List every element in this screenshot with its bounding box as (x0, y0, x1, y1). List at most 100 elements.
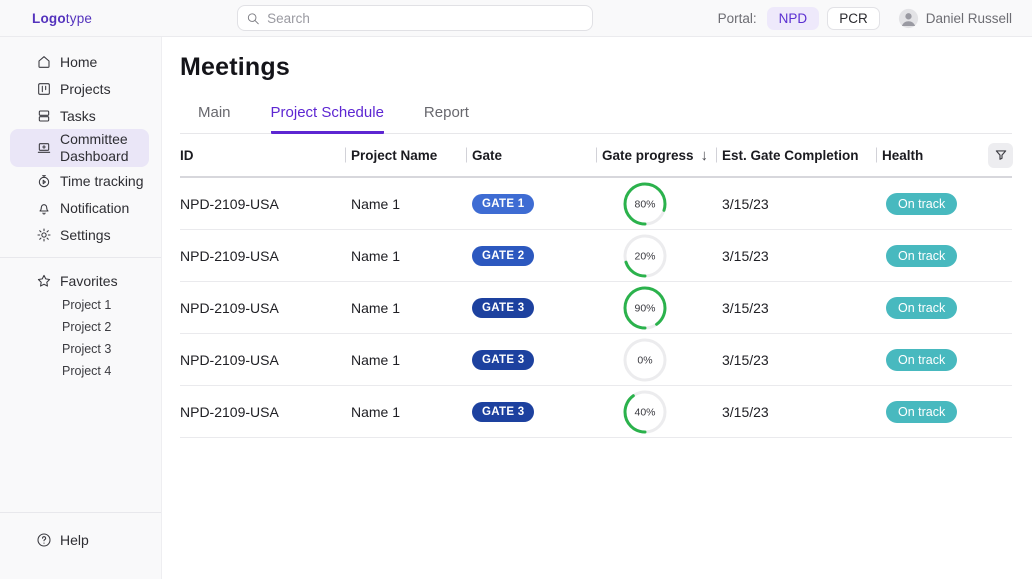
main-content: Meetings Main Project Schedule Report ID… (162, 37, 1032, 579)
user-menu[interactable]: Daniel Russell (898, 8, 1012, 29)
tab-report[interactable]: Report (423, 104, 469, 121)
gate-badge: GATE 3 (472, 401, 535, 422)
logo-bold: Logo (32, 10, 66, 26)
cell-date: 3/15/23 (722, 195, 769, 212)
avatar-icon (898, 8, 918, 29)
schedule-table: ID Project Name Gate Gate progress ↓ Est… (180, 134, 1013, 438)
sidebar-item-projects[interactable]: Projects (10, 75, 149, 102)
column-header-label: Gate progress (602, 147, 694, 163)
portal-option-pcr[interactable]: PCR (827, 7, 880, 30)
star-icon (37, 274, 51, 287)
sidebar-item-help[interactable]: Help (10, 526, 149, 553)
sidebar-item-label: Committee Dashboard (60, 130, 129, 165)
column-header-project-name[interactable]: Project Name (345, 134, 466, 176)
health-badge: On track (886, 296, 958, 319)
health-badge: On track (886, 400, 958, 423)
progress-value: 0% (637, 354, 652, 366)
sidebar-divider (0, 257, 161, 258)
progress-ring: 0% (623, 338, 667, 382)
user-name: Daniel Russell (925, 11, 1012, 26)
column-header-id[interactable]: ID (180, 147, 194, 163)
cell-date: 3/15/23 (722, 299, 769, 316)
sidebar-bottom: Help (0, 512, 161, 579)
cell-project-name: Name 1 (351, 195, 401, 212)
table-row[interactable]: NPD-2109-USA Name 1 GATE 2 20% 3/15/23 O… (180, 230, 1012, 282)
column-header-est-gate-completion[interactable]: Est. Gate Completion (716, 134, 876, 176)
stopwatch-icon (38, 174, 50, 187)
table-row[interactable]: NPD-2109-USA Name 1 GATE 3 40% 3/15/23 O… (180, 386, 1012, 438)
table-row[interactable]: NPD-2109-USA Name 1 GATE 3 90% 3/15/23 O… (180, 282, 1012, 334)
progress-value: 80% (634, 198, 655, 210)
search-icon (247, 12, 259, 24)
help-icon (37, 532, 51, 547)
health-badge: On track (886, 244, 958, 267)
progress-value: 90% (634, 302, 655, 314)
sidebar-item-time-tracking[interactable]: Time tracking (10, 167, 149, 194)
sidebar-item-label: Notification (60, 199, 130, 216)
topbar-right: Portal: NPD PCR Daniel Russell (718, 0, 1012, 37)
cell-date: 3/15/23 (722, 403, 769, 420)
progress-ring: 80% (623, 182, 667, 226)
favorites-label: Favorites (60, 272, 118, 289)
progress-ring: 20% (623, 234, 667, 278)
logo-light: type (65, 10, 93, 26)
filter-button[interactable] (988, 142, 1013, 168)
sidebar-item-favorites[interactable]: Favorites (10, 267, 149, 294)
sidebar-item-label: Tasks (60, 107, 96, 124)
portal-label: Portal: (717, 11, 757, 26)
progress-ring: 40% (623, 390, 667, 434)
sidebar-item-home[interactable]: Home (10, 48, 149, 75)
progress-value: 20% (634, 250, 655, 262)
cell-id: NPD-2109-USA (180, 247, 279, 264)
sidebar-item-tasks[interactable]: Tasks (10, 102, 149, 129)
cell-date: 3/15/23 (722, 351, 769, 368)
gate-badge: GATE 3 (472, 297, 535, 318)
tab-project-schedule[interactable]: Project Schedule (270, 104, 384, 134)
gate-badge: GATE 3 (472, 349, 535, 370)
favorite-project-3[interactable]: Project 3 (62, 342, 112, 356)
sort-descending-icon[interactable]: ↓ (700, 146, 709, 164)
cell-project-name: Name 1 (351, 351, 401, 368)
progress-ring: 90% (623, 286, 667, 330)
column-header-gate-progress[interactable]: Gate progress ↓ (596, 134, 716, 176)
topbar: Logotype Portal: NPD PCR Daniel Russell (0, 0, 1032, 37)
cell-id: NPD-2109-USA (180, 351, 279, 368)
cell-project-name: Name 1 (351, 247, 401, 264)
health-badge: On track (886, 192, 958, 215)
cell-project-name: Name 1 (351, 403, 401, 420)
cell-project-name: Name 1 (351, 299, 401, 316)
search-input[interactable] (267, 10, 584, 26)
cell-id: NPD-2109-USA (180, 195, 279, 212)
sidebar-item-label: Time tracking (60, 172, 144, 189)
tab-bar: Main Project Schedule Report (180, 104, 1012, 134)
cell-id: NPD-2109-USA (180, 299, 279, 316)
favorite-project-1[interactable]: Project 1 (62, 298, 112, 312)
help-label: Help (60, 531, 89, 548)
gate-badge: GATE 2 (472, 245, 535, 266)
bell-icon (39, 203, 49, 215)
sidebar-item-committee-dashboard[interactable]: Committee Dashboard (10, 129, 149, 167)
gate-badge: GATE 1 (472, 193, 535, 214)
table-body: NPD-2109-USA Name 1 GATE 1 80% 3/15/23 O… (180, 178, 1012, 438)
favorite-project-4[interactable]: Project 4 (62, 364, 112, 378)
favorite-project-2[interactable]: Project 2 (62, 320, 112, 334)
projects-icon (38, 82, 50, 95)
portal-option-npd[interactable]: NPD (766, 7, 820, 30)
table-header-row: ID Project Name Gate Gate progress ↓ Est… (180, 134, 1013, 178)
column-header-gate[interactable]: Gate (466, 134, 596, 176)
sidebar-item-settings[interactable]: Settings (10, 221, 149, 248)
cell-id: NPD-2109-USA (180, 403, 279, 420)
table-row[interactable]: NPD-2109-USA Name 1 GATE 1 80% 3/15/23 O… (180, 178, 1012, 230)
table-row[interactable]: NPD-2109-USA Name 1 GATE 3 0% 3/15/23 On… (180, 334, 1012, 386)
sidebar: Home Projects Tasks Committee Dashboard … (0, 37, 162, 579)
tasks-icon (38, 109, 50, 122)
sidebar-item-notification[interactable]: Notification (10, 194, 149, 221)
tab-main[interactable]: Main (198, 104, 231, 121)
sidebar-item-label: Home (60, 53, 98, 70)
sidebar-item-label: Settings (60, 226, 111, 243)
dashboard-icon (37, 143, 51, 153)
gear-icon (37, 227, 51, 242)
search-box[interactable] (237, 5, 593, 31)
column-header-health[interactable]: Health (876, 134, 988, 176)
health-badge: On track (886, 348, 958, 371)
